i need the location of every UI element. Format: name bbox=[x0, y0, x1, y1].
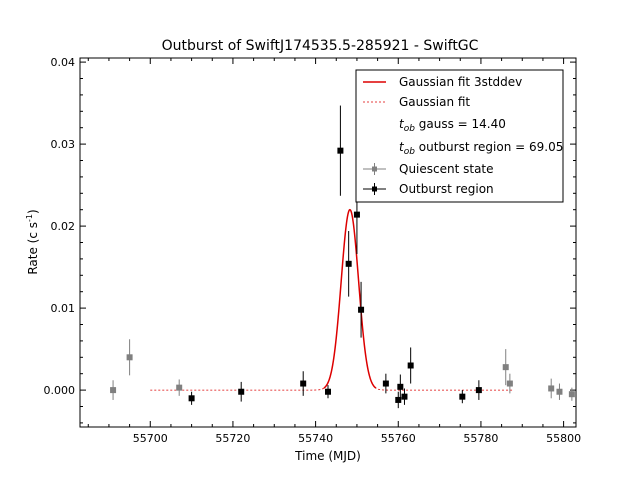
x-tick-label: 55760 bbox=[381, 432, 416, 445]
outburst-data-point bbox=[325, 388, 331, 395]
quiescent-data-point bbox=[110, 387, 117, 394]
x-axis-label: Time (MJD) bbox=[294, 449, 361, 463]
gaussian-fit-3stddev-line bbox=[323, 208, 377, 389]
y-axis-label: Rate (c s-1) bbox=[25, 209, 40, 274]
outburst-data-point bbox=[459, 393, 466, 400]
y-axis-label-main: Rate (c s bbox=[26, 222, 40, 275]
x-axis-ticks: 55700 55720 55740 55760 55780 55800 bbox=[87, 58, 581, 445]
outburst-data-point bbox=[345, 260, 352, 267]
legend-tob-region-sub: ob bbox=[404, 147, 416, 157]
fit-curves bbox=[150, 208, 514, 391]
quiescent-data-point bbox=[568, 391, 575, 398]
y-tick-label: 0.02 bbox=[51, 220, 76, 233]
quiescent-data-point bbox=[548, 385, 555, 392]
outburst-data-point bbox=[238, 388, 245, 395]
legend-tob-gauss: tob gauss = 14.40 bbox=[399, 117, 506, 134]
chart-title: Outburst of SwiftJ174535.5-285921 - Swif… bbox=[162, 38, 479, 54]
outburst-data-point bbox=[401, 393, 408, 400]
x-tick-label: 55700 bbox=[133, 432, 168, 445]
legend-tob-gauss-text: gauss = 14.40 bbox=[415, 117, 506, 131]
x-tick-label: 55740 bbox=[298, 432, 333, 445]
y-tick-label: 0.000 bbox=[44, 384, 76, 397]
outburst-data-point bbox=[300, 380, 307, 387]
legend-tob-region: tob outburst region = 69.05 bbox=[399, 140, 563, 157]
legend-tob-region-text: outburst region = 69.05 bbox=[415, 140, 563, 154]
legend-label-outburst: Outburst region bbox=[399, 182, 494, 196]
y-tick-label: 0.01 bbox=[51, 302, 76, 315]
outburst-data-point bbox=[358, 306, 365, 313]
outburst-data-point bbox=[397, 383, 404, 390]
y-axis-label-close: ) bbox=[26, 209, 40, 214]
quiescent-data-point bbox=[506, 380, 513, 387]
x-tick-label: 55780 bbox=[463, 432, 498, 445]
legend-box bbox=[355, 69, 564, 203]
outburst-data-point bbox=[382, 380, 389, 387]
quiescent-data-point bbox=[502, 364, 509, 371]
y-tick-label: 0.03 bbox=[51, 138, 76, 151]
outburst-data-point bbox=[353, 211, 360, 218]
outburst-data-point bbox=[188, 395, 195, 402]
x-tick-label: 55800 bbox=[546, 432, 581, 445]
outburst-data-point bbox=[475, 387, 482, 394]
y-axis-label-sup: -1 bbox=[25, 214, 34, 222]
legend-tob-region-t: t bbox=[399, 140, 405, 154]
x-tick-label: 55720 bbox=[215, 432, 250, 445]
legend-label-fit3sd: Gaussian fit 3stddev bbox=[399, 75, 522, 89]
legend: Gaussian fit 3stddev Gaussian fit tob ga… bbox=[355, 69, 564, 203]
y-tick-label: 0.04 bbox=[51, 56, 76, 69]
legend-tob-gauss-sub: ob bbox=[404, 124, 416, 134]
outburst-data-point bbox=[395, 396, 402, 403]
legend-tob-gauss-t: t bbox=[399, 117, 405, 131]
quiescent-data-point bbox=[126, 354, 133, 361]
quiescent-data-point bbox=[176, 384, 183, 391]
y-axis-ticks: 0.000 0.01 0.02 0.03 0.04 bbox=[44, 56, 576, 424]
legend-swatch-quiescent bbox=[363, 163, 386, 175]
legend-label-quiescent: Quiescent state bbox=[399, 162, 494, 176]
legend-swatch-outburst bbox=[363, 183, 386, 195]
outburst-data-point bbox=[337, 147, 344, 154]
quiescent-data-point bbox=[556, 388, 563, 395]
legend-label-fit: Gaussian fit bbox=[399, 95, 470, 109]
outburst-data-point bbox=[407, 362, 414, 369]
